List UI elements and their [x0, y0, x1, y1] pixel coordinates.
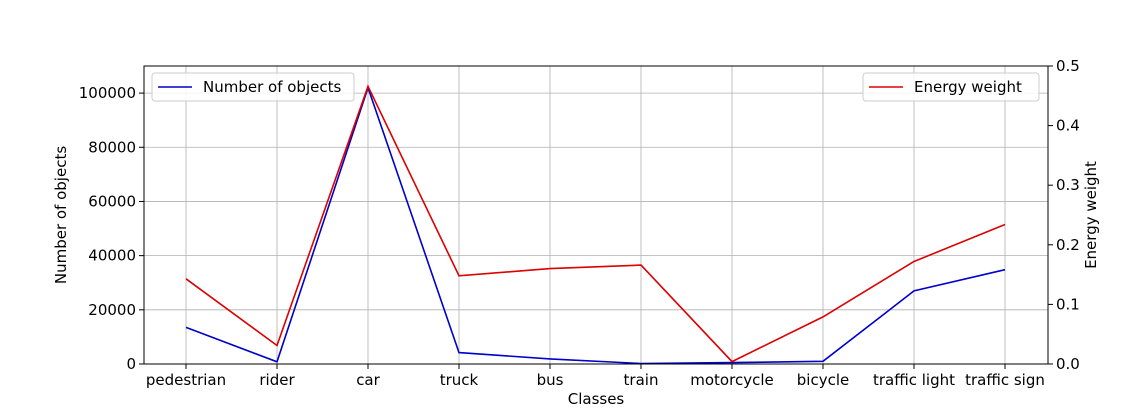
y-tick-label: 80000	[88, 138, 136, 156]
legend-right-box	[862, 72, 1040, 102]
y-tick-label: 100000	[79, 84, 136, 102]
y-tick-label: 0	[126, 355, 136, 373]
x-tick-label: pedestrian	[146, 371, 226, 389]
y2-tick-label: 0.4	[1056, 117, 1080, 135]
legend-left-label: Number of objects	[203, 78, 341, 96]
y2-axis-label: Energy weight	[1082, 161, 1100, 269]
x-axis-label: Classes	[568, 390, 625, 408]
legend-right: Energy weight	[862, 72, 1040, 102]
y-tick-label: 40000	[88, 247, 136, 265]
y2-tick-label: 0.1	[1056, 295, 1080, 313]
y2-tick-label: 0.3	[1056, 176, 1080, 194]
series-line-number-of-objects	[185, 85, 1006, 365]
x-tick-label: truck	[440, 371, 479, 389]
plot-frame	[143, 65, 1049, 365]
series-lines	[185, 84, 1006, 365]
series-line-energy-weight	[185, 84, 1006, 363]
y2-tick-label: 0.0	[1056, 355, 1080, 373]
x-tick-label: traffic sign	[965, 371, 1045, 389]
y-tick-label: 20000	[88, 301, 136, 319]
legend-right-label: Energy weight	[914, 78, 1022, 96]
x-tick-label: bus	[537, 371, 564, 389]
x-tick-label: motorcycle	[690, 371, 773, 389]
x-tick-label: rider	[259, 371, 295, 389]
x-tick-label: train	[624, 371, 659, 389]
y2-tick-label: 0.2	[1056, 236, 1080, 254]
y-axis-label: Number of objects	[52, 146, 70, 284]
x-axis-ticks: pedestrian rider car truck bus train motorcycl…	[146, 364, 1045, 389]
left-y-axis-ticks: 0 20000 40000 60000 80000 100000	[79, 84, 144, 373]
legend-left-box	[151, 72, 355, 102]
x-tick-label: bicycle	[797, 371, 849, 389]
legend-left: Number of objects	[151, 72, 355, 102]
grid-lines	[144, 66, 1048, 365]
x-tick-label: car	[356, 371, 380, 389]
right-y-axis-ticks: 0.0 0.1 0.2 0.3 0.4 0.5	[1048, 57, 1080, 373]
y-tick-label: 60000	[88, 192, 136, 210]
y2-tick-label: 0.5	[1056, 57, 1080, 75]
x-tick-label: traffic light	[873, 371, 955, 389]
